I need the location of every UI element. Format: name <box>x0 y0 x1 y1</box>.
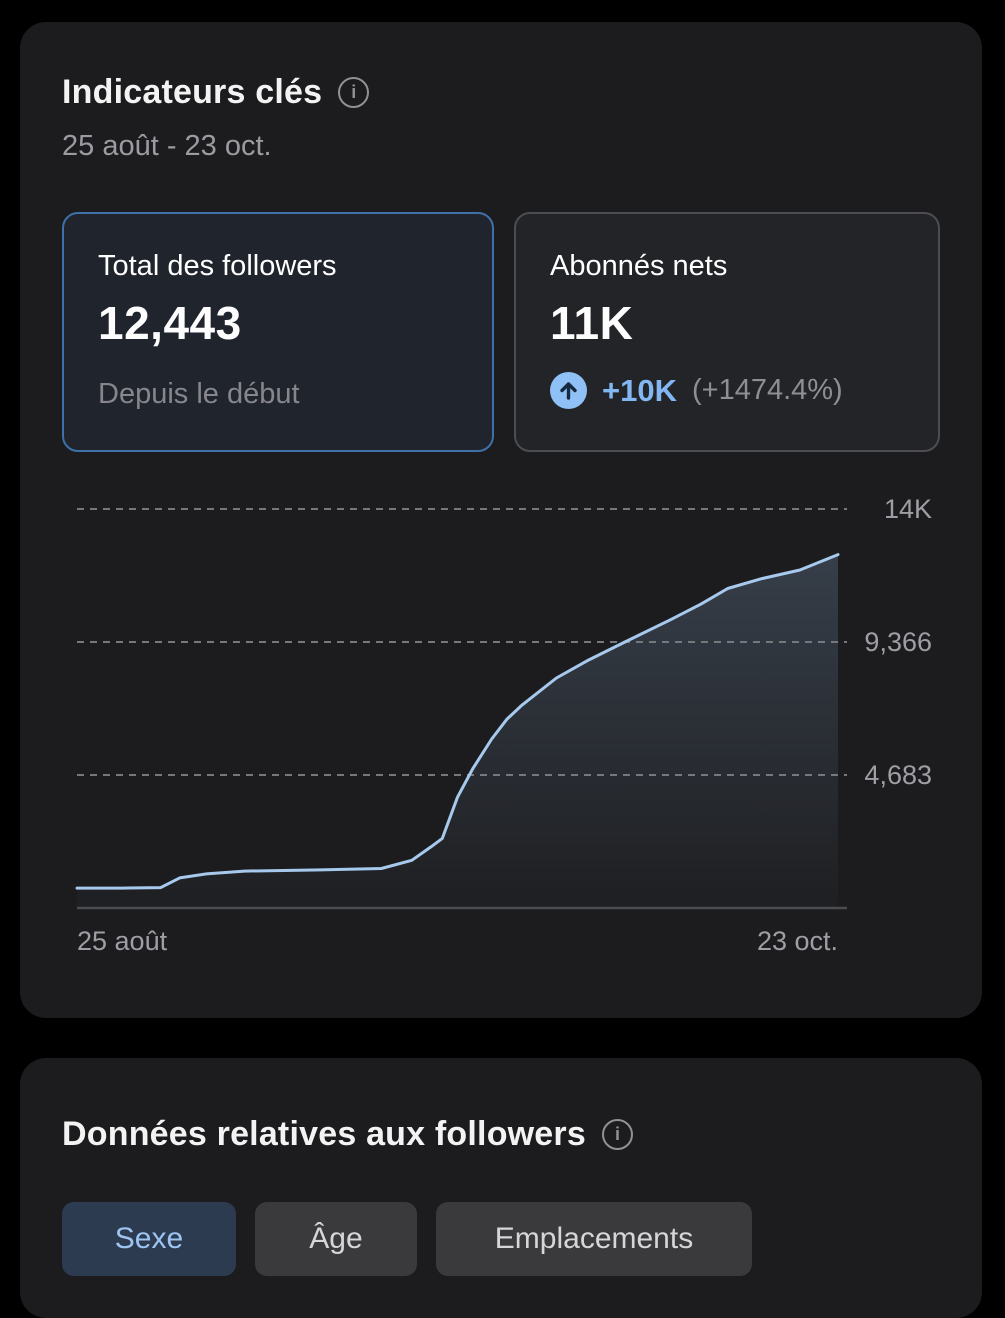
tab-sexe[interactable]: Sexe <box>62 1202 236 1276</box>
x-axis-labels: 25 août 23 oct. <box>77 924 838 958</box>
key-metrics-section: Indicateurs clés 25 août - 23 oct. Total… <box>20 22 982 1018</box>
info-icon[interactable] <box>338 76 370 108</box>
x-axis-end-label: 23 oct. <box>756 926 838 956</box>
key-metrics-title-row: Indicateurs clés <box>62 70 940 114</box>
key-metrics-title: Indicateurs clés <box>62 73 323 111</box>
tab-emplacements[interactable]: Emplacements <box>436 1202 752 1276</box>
y-axis-labels: 4,683 9,366 14K <box>820 494 932 918</box>
follower-data-tabs: Sexe Âge Emplacements <box>62 1202 940 1276</box>
info-icon[interactable] <box>601 1118 633 1150</box>
follower-data-title: Données relatives aux followers <box>62 1115 586 1153</box>
stat-sublabel: Depuis le début <box>98 378 300 410</box>
trend-percent: (+1474.4%) <box>691 374 843 406</box>
x-axis-start-label: 25 août <box>77 926 168 956</box>
stat-value: 12,443 <box>98 297 242 349</box>
date-range-label: 25 août - 23 oct. <box>62 130 272 162</box>
follower-data-title-row: Données relatives aux followers <box>62 1112 940 1156</box>
y-axis-tick-label: 14K <box>883 494 932 524</box>
trend-delta: +10K <box>602 372 677 408</box>
stat-card-net-followers[interactable]: Abonnés nets 11K +10K (+1474.4%) <box>514 212 940 452</box>
chart-canvas[interactable] <box>75 500 847 918</box>
tab-age[interactable]: Âge <box>255 1202 417 1276</box>
stat-card-total-followers[interactable]: Total des followers 12,443 Depuis le déb… <box>62 212 494 452</box>
stat-label: Total des followers <box>98 250 337 282</box>
y-axis-tick-label: 9,366 <box>864 627 932 657</box>
trend-row: +10K (+1474.4%) <box>550 372 904 409</box>
stat-label: Abonnés nets <box>550 250 728 282</box>
y-axis-tick-label: 4,683 <box>864 760 932 790</box>
stat-value: 11K <box>550 297 634 349</box>
followers-line-chart[interactable]: 4,683 9,366 14K 25 août 23 oct. <box>20 494 982 962</box>
arrow-up-icon <box>550 372 587 409</box>
follower-data-section: Données relatives aux followers Sexe Âge… <box>20 1058 982 1318</box>
stat-cards-row: Total des followers 12,443 Depuis le déb… <box>62 212 940 452</box>
